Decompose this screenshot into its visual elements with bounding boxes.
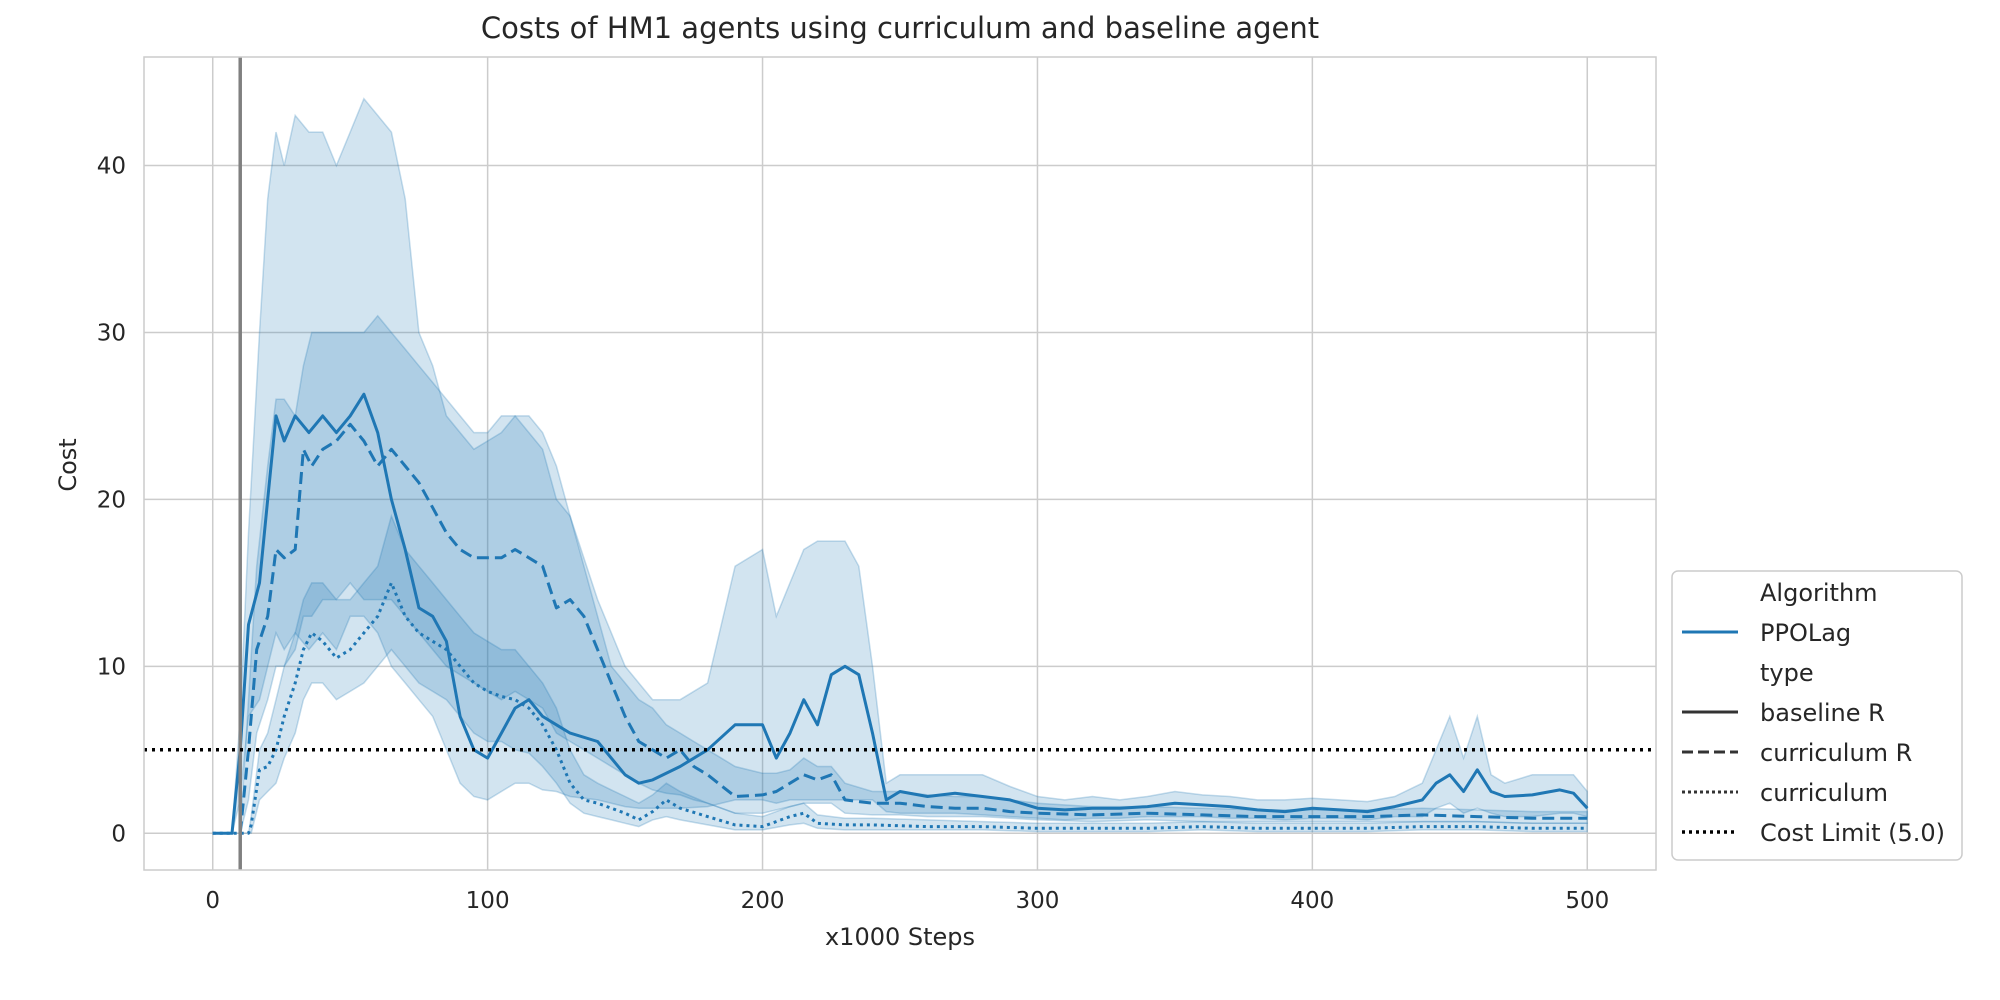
x-axis-title: x1000 Steps: [825, 923, 975, 951]
y-tick-label: 20: [97, 487, 126, 513]
chart-title: Costs of HM1 agents using curriculum and…: [481, 11, 1319, 45]
y-tick-label: 10: [97, 654, 126, 680]
legend-box: [1671, 570, 1963, 861]
series-lines: [212, 392, 1589, 835]
x-tick-label: 100: [466, 888, 510, 914]
x-tick-label: 400: [1290, 888, 1334, 914]
y-tick-label: 0: [111, 821, 126, 847]
band-baseline-r: [212, 97, 1589, 835]
reference-lines: [144, 57, 1656, 870]
line-baseline-r: [212, 392, 1589, 835]
line-curriculum-r: [238, 422, 1588, 834]
legend-label-ppolag: PPOLag: [1760, 619, 1851, 647]
x-tick-label: 300: [1016, 888, 1060, 914]
y-tick-label: 40: [97, 154, 126, 180]
legend-label-baseline-r: baseline R: [1760, 699, 1885, 727]
legend-group-title-type: type: [1760, 659, 1814, 687]
band-curriculum: [212, 513, 1589, 835]
x-tick-label: 0: [205, 888, 220, 914]
plot-frame: [143, 56, 1657, 871]
tick-labels: 0 100 200 300 400 500 0 10 20 30 40: [97, 154, 1610, 914]
y-tick-label: 30: [97, 320, 126, 346]
x-tick-label: 500: [1565, 888, 1609, 914]
legend: Algorithm PPOLag type baseline R curricu…: [1671, 570, 1963, 861]
y-axis-title: Cost: [54, 438, 82, 491]
plot-background: [144, 57, 1656, 870]
grid: [144, 57, 1656, 870]
legend-group-title-algorithm: Algorithm: [1760, 579, 1878, 607]
legend-label-curriculum-r: curriculum R: [1760, 739, 1912, 767]
legend-label-cost-limit: Cost Limit (5.0): [1760, 819, 1945, 847]
x-tick-label: 200: [741, 888, 785, 914]
line-curriculum: [212, 581, 1588, 835]
legend-label-curriculum: curriculum: [1760, 779, 1888, 807]
